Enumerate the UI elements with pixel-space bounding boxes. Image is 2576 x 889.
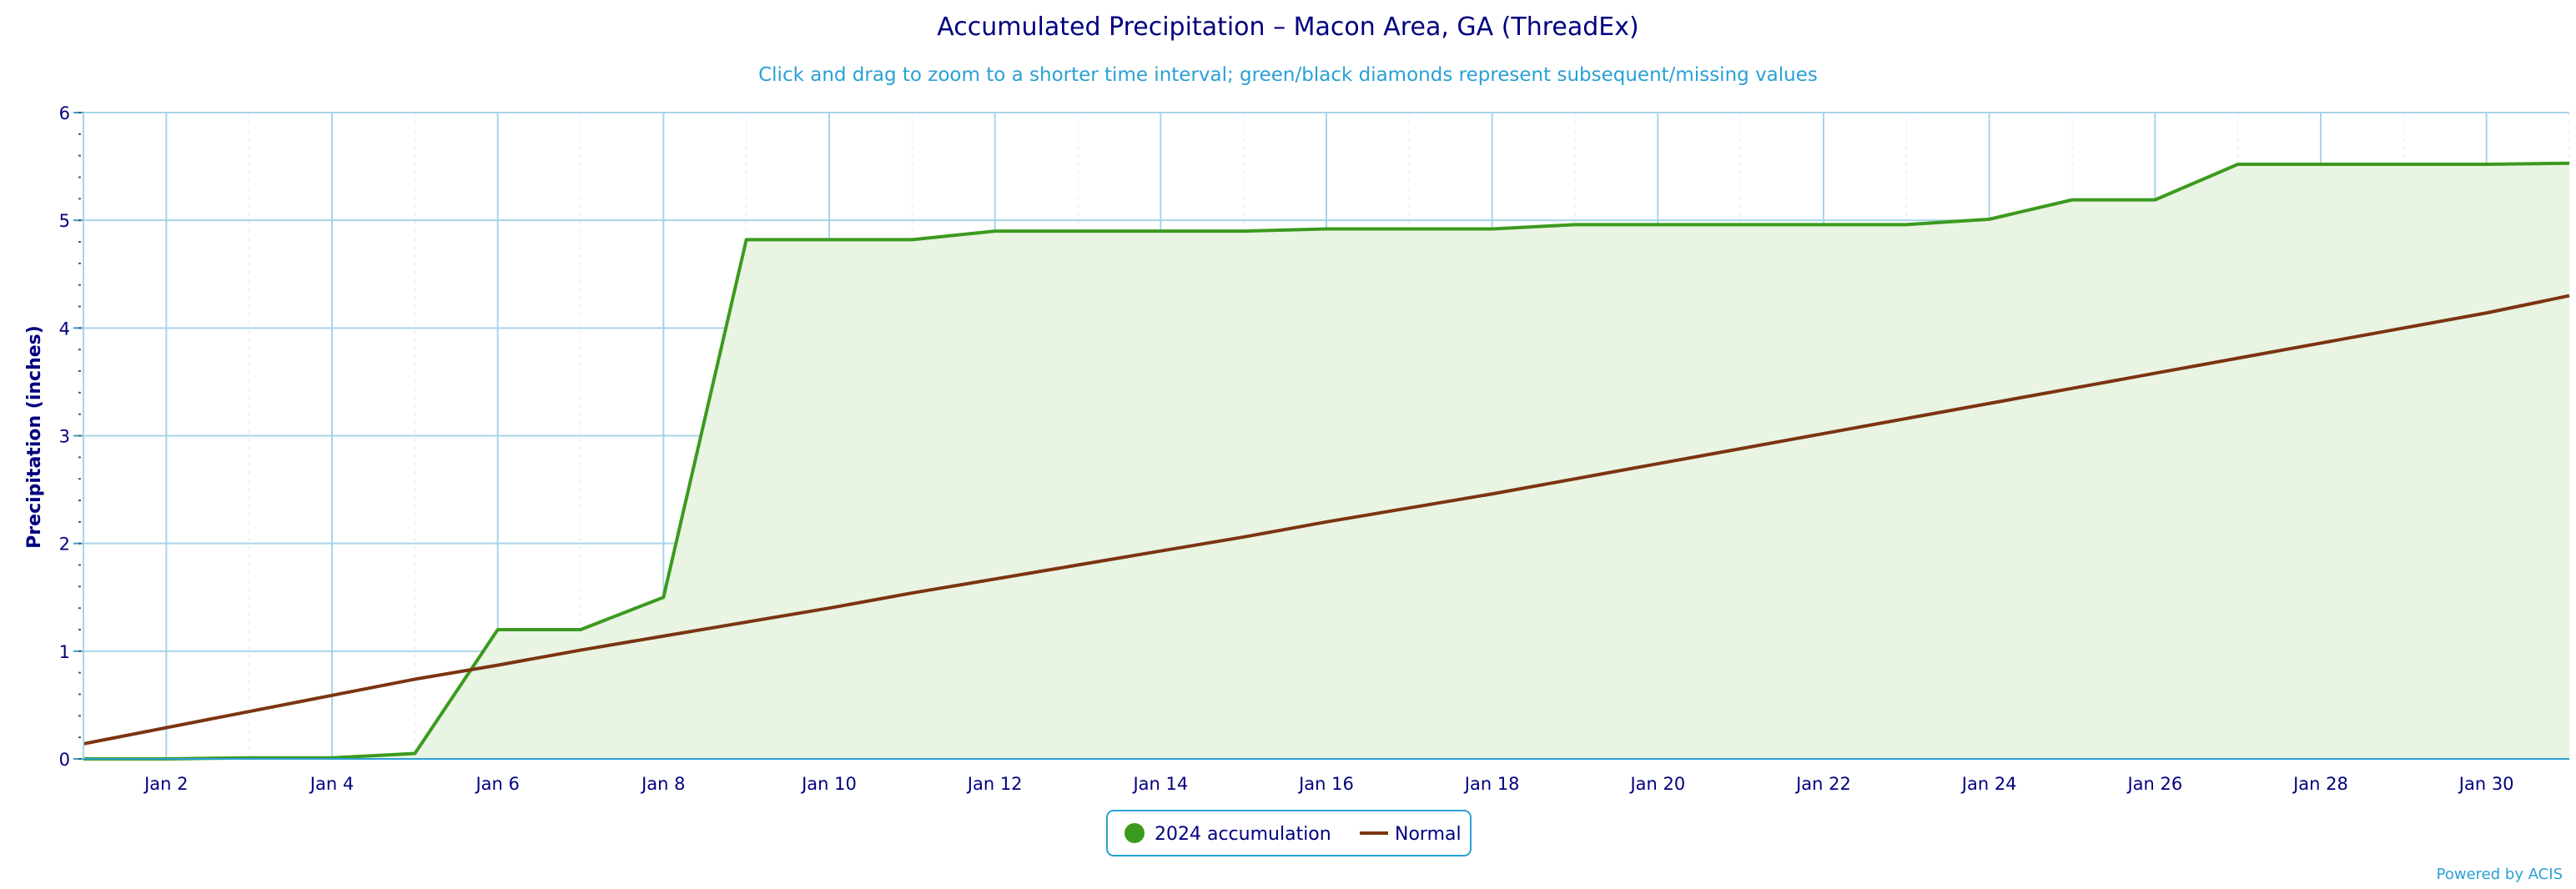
credit-link[interactable]: Powered by ACIS (2437, 866, 2563, 883)
legend-accumulation-label: 2024 accumulation (1155, 824, 1331, 845)
chart-subtitle: Click and drag to zoom to a shorter time… (758, 64, 1818, 86)
legend[interactable]: 2024 accumulation Normal (1106, 810, 1472, 856)
x-tick-label: Jan 22 (1794, 774, 1851, 794)
series-layer (83, 161, 2570, 761)
y-tick-label: 5 (59, 211, 70, 231)
y-tick-label: 4 (59, 319, 70, 339)
x-tick-label: Jan 18 (1463, 774, 1520, 794)
y-tick-label: 3 (59, 427, 70, 447)
normal-line[interactable] (83, 294, 2570, 746)
y-tick-label: 1 (59, 642, 70, 662)
accumulation-line[interactable] (83, 161, 2570, 761)
x-tick-label: Jan 10 (800, 774, 857, 794)
x-tick-label: Jan 14 (1131, 774, 1188, 794)
legend-item-accumulation[interactable]: 2024 accumulation (1124, 823, 1331, 845)
y-tick-label: 0 (59, 750, 70, 770)
x-tick-label: Jan 24 (1960, 774, 2017, 794)
legend-item-normal[interactable]: Normal (1360, 824, 1462, 845)
axes: Jan 2 Jan 4 Jan 6 Jan 8 Jan 10 Jan 12 Jan 14 Ja… (59, 103, 2569, 794)
x-tick-label: Jan 30 (2458, 774, 2514, 794)
accumulation-area (83, 163, 2569, 760)
x-tick-label: Jan 4 (309, 774, 354, 794)
x-tick-label: Jan 8 (640, 774, 685, 794)
x-tick-label: Jan 26 (2126, 774, 2182, 794)
x-tick-label: Jan 12 (966, 774, 1023, 794)
y-axis-title: Precipitation (inches) (24, 325, 45, 549)
x-tick-label: Jan 6 (474, 774, 519, 794)
x-tick-label: Jan 16 (1297, 774, 1354, 794)
y-tick-label: 6 (59, 103, 70, 123)
legend-normal-label: Normal (1395, 824, 1462, 845)
chart-title: Accumulated Precipitation – Macon Area, … (937, 13, 1638, 42)
x-tick-label: Jan 20 (1628, 774, 1685, 794)
y-tick-label: 2 (59, 535, 70, 555)
x-tick-label: Jan 28 (2292, 774, 2348, 794)
legend-box (1106, 810, 1472, 856)
x-tick-label: Jan 2 (143, 774, 188, 794)
legend-accumulation-marker (1124, 823, 1145, 843)
